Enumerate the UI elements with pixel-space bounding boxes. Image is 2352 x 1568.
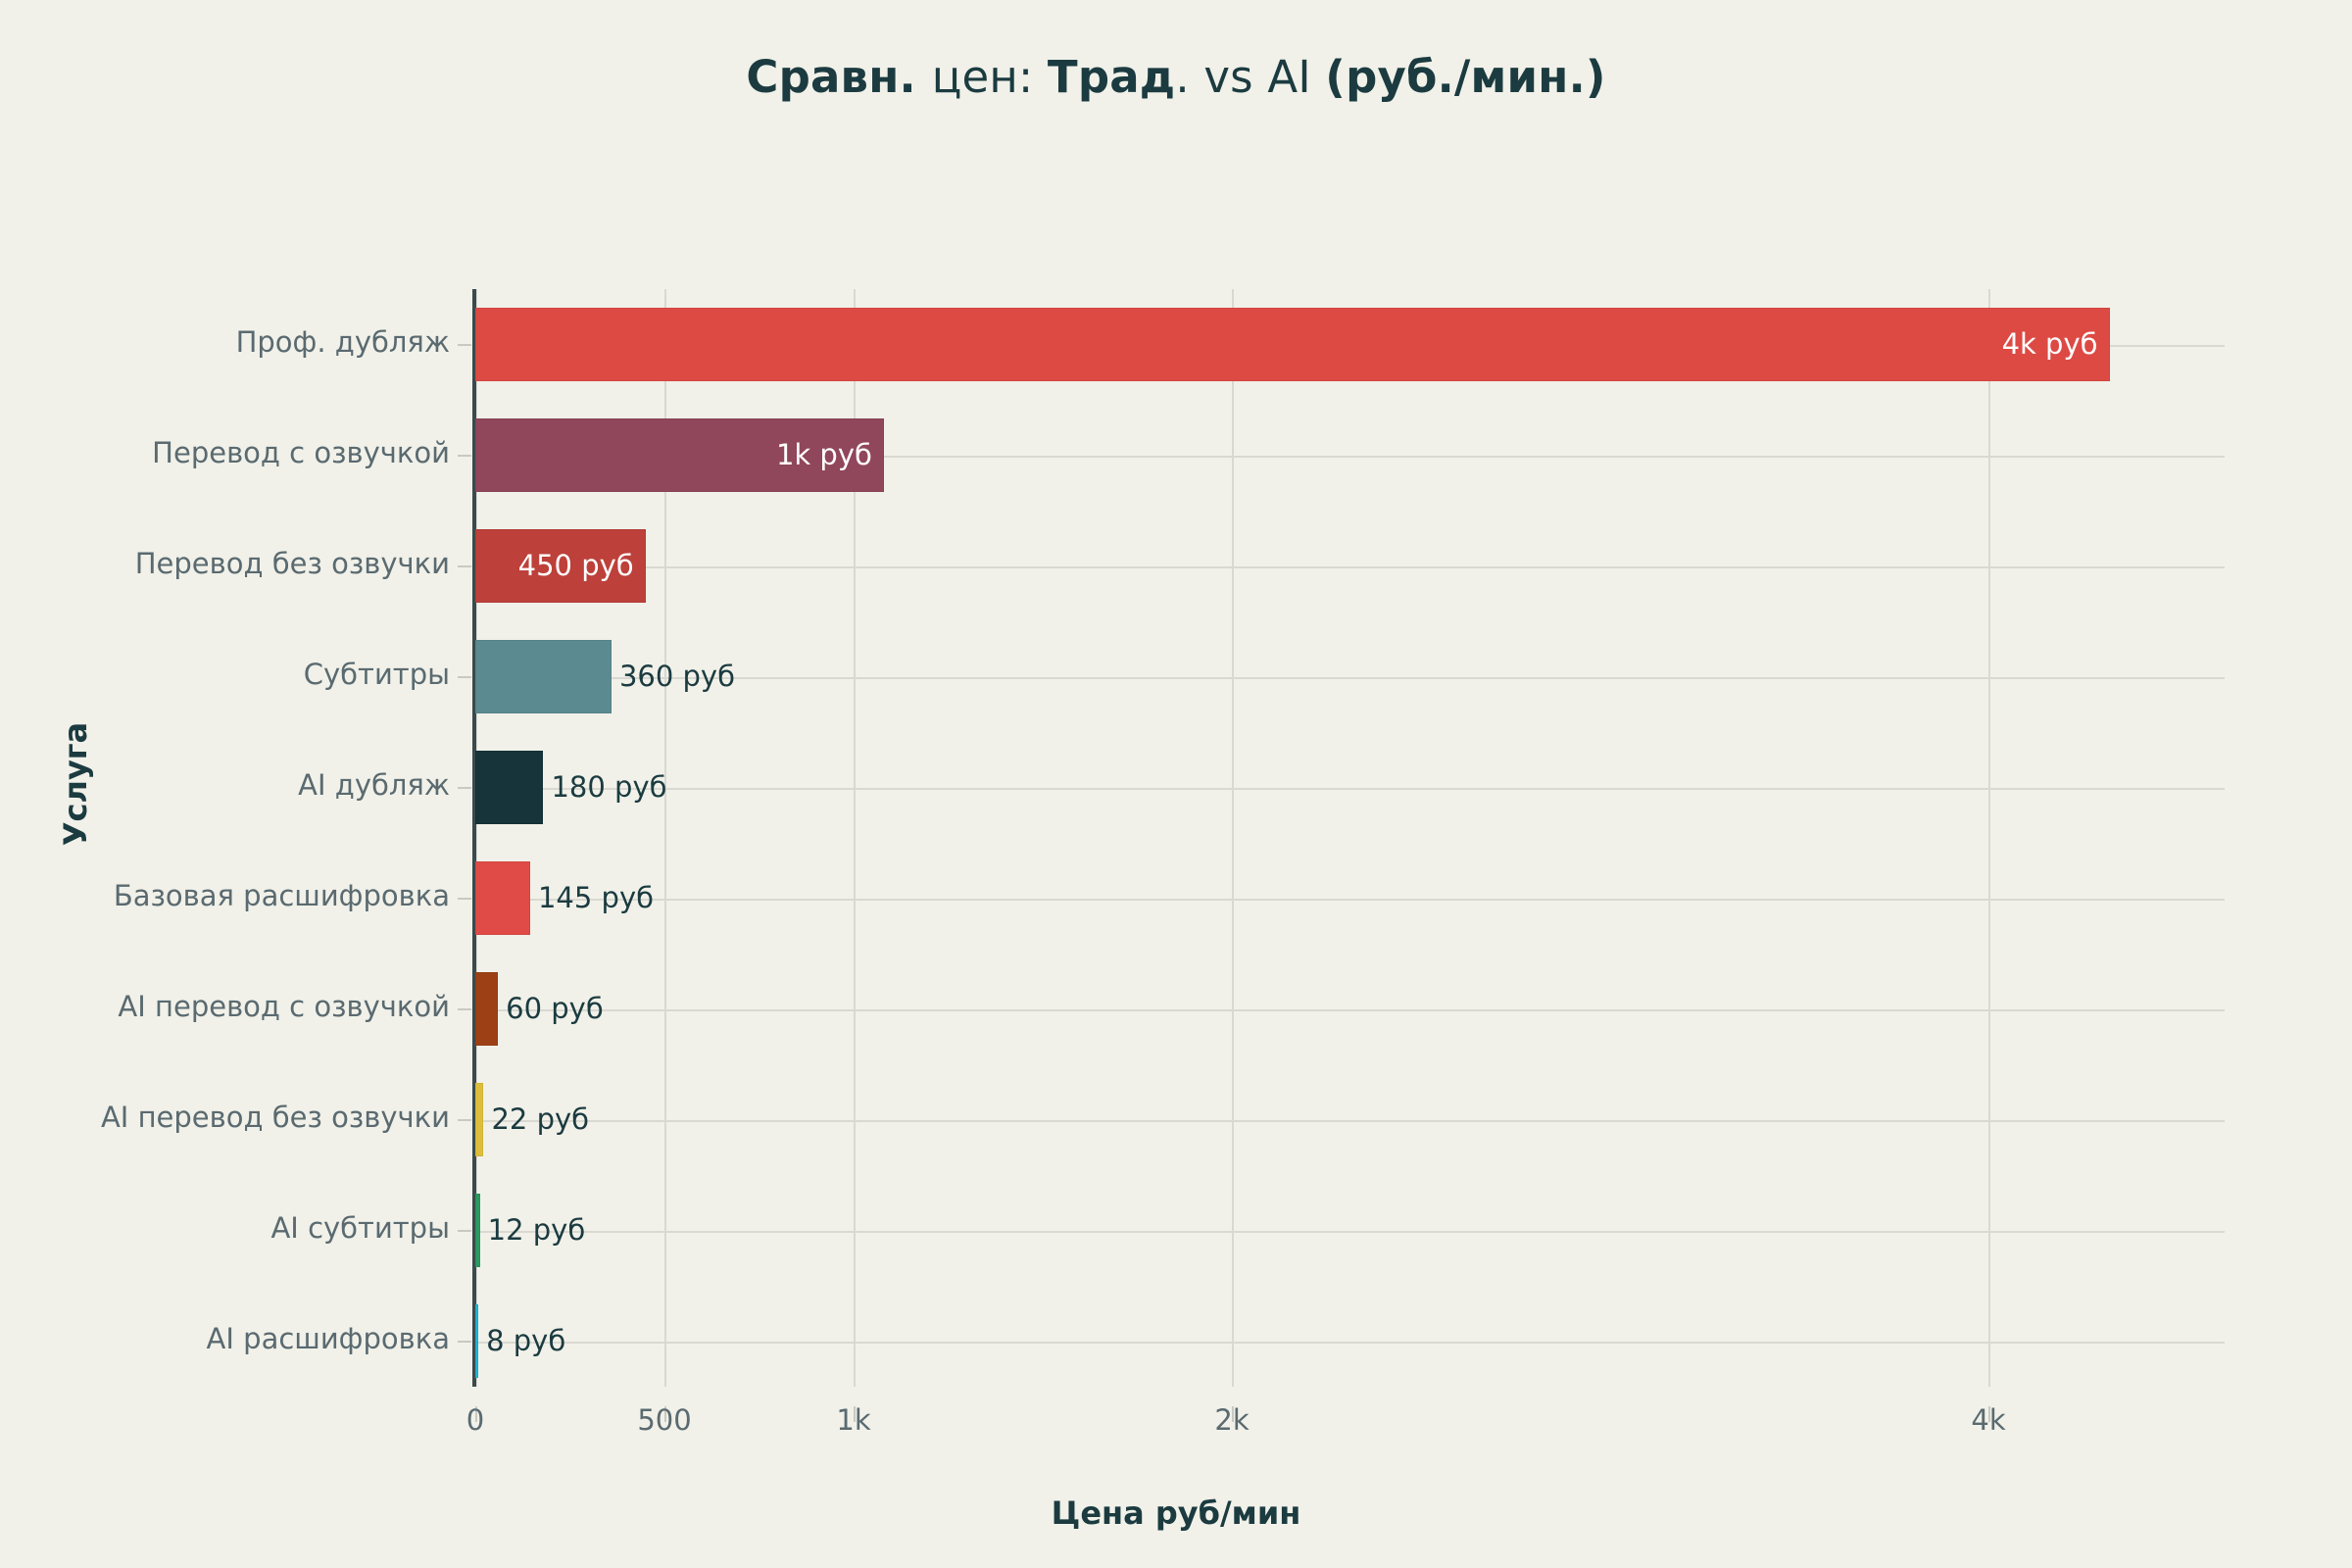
bar-value-label: 180 руб	[551, 770, 667, 804]
y-tick-mark-6	[458, 1007, 471, 1010]
y-tick-label-1: Перевод с озвучкой	[152, 435, 450, 469]
y-tick-label-3: Субтитры	[303, 657, 450, 691]
y-tick-mark-0	[458, 343, 471, 346]
gridline-y-8	[475, 1230, 2225, 1233]
gridline-y-6	[475, 1008, 2225, 1011]
bar[interactable]	[475, 418, 884, 492]
x-tick-label-0: 0	[466, 1403, 485, 1437]
y-tick-mark-8	[458, 1229, 471, 1232]
y-tick-label-2: Перевод без озвучки	[134, 546, 450, 580]
gridline-y-7	[475, 1119, 2225, 1122]
bar-value-label: 4k руб	[2001, 327, 2098, 361]
gridline-y-9	[475, 1341, 2225, 1344]
bar-row[interactable]: 8 руб	[475, 1286, 2225, 1396]
x-tick-mark-4k	[1988, 1406, 1990, 1422]
bar-row[interactable]: 1k руб	[475, 400, 2225, 511]
x-tick-label-4k: 4k	[1971, 1403, 2006, 1437]
x-tick-mark-500	[664, 1406, 666, 1422]
bar-value-label: 145 руб	[537, 881, 654, 914]
y-tick-label-9: AI расшифровка	[206, 1321, 450, 1355]
bar-value-label: 360 руб	[618, 660, 735, 693]
y-axis-spine	[472, 289, 476, 1387]
y-tick-label-0: Проф. дубляж	[235, 324, 450, 359]
bar[interactable]	[475, 751, 544, 824]
bar-row[interactable]: 145 руб	[475, 843, 2225, 954]
chart-title-part-3: Трад	[1047, 51, 1176, 103]
bar-value-label: 1k руб	[775, 438, 872, 471]
bar[interactable]	[475, 861, 530, 935]
bar-row[interactable]: 60 руб	[475, 954, 2225, 1064]
y-axis-title: Услуга	[57, 721, 95, 847]
bar-value-label: 8 руб	[486, 1324, 566, 1357]
bar-row[interactable]: 22 руб	[475, 1064, 2225, 1175]
y-tick-mark-7	[458, 1118, 471, 1121]
chart-title-part-0: Сравн.	[746, 51, 932, 103]
y-tick-mark-3	[458, 675, 471, 678]
y-tick-label-4: AI дубляж	[298, 767, 450, 802]
chart-title-part-4: . vs AI	[1175, 51, 1326, 103]
y-tick-mark-9	[458, 1340, 471, 1343]
x-tick-mark-0	[475, 1406, 477, 1422]
gridline-x-2k	[1232, 289, 1234, 1387]
bar-row[interactable]: 180 руб	[475, 732, 2225, 843]
gridline-x-1k	[854, 289, 856, 1387]
chart-title-part-5: (руб./мин.)	[1325, 51, 1606, 103]
gridline-y-1	[475, 455, 2225, 458]
chart-title-part-2: :	[1018, 51, 1048, 103]
bar-value-label: 22 руб	[491, 1102, 590, 1136]
bar[interactable]	[475, 1083, 484, 1156]
y-tick-label-7: AI перевод без озвучки	[100, 1100, 450, 1134]
gridline-x-500	[664, 289, 666, 1387]
y-tick-mark-4	[458, 786, 471, 789]
bar[interactable]	[475, 972, 499, 1046]
bar-row[interactable]: 450 руб	[475, 511, 2225, 621]
x-tick-label-500: 500	[637, 1403, 692, 1437]
plot-area: 4k руб 1k руб 450 руб 360 руб 180 руб 145 руб…	[472, 289, 2225, 1387]
y-tick-label-8: AI субтитры	[270, 1210, 450, 1245]
x-tick-mark-1k	[854, 1406, 856, 1422]
bar[interactable]	[475, 1304, 479, 1378]
bar[interactable]	[475, 1194, 480, 1267]
gridline-y-5	[475, 898, 2225, 901]
bar[interactable]	[475, 308, 2110, 381]
y-tick-label-6: AI перевод с озвучкой	[118, 989, 450, 1023]
bar-row[interactable]: 12 руб	[475, 1175, 2225, 1286]
bar-value-label: 450 руб	[517, 549, 634, 582]
y-tick-mark-2	[458, 564, 471, 567]
chart-title-part-1: цен	[931, 51, 1019, 103]
bar-value-label: 12 руб	[487, 1213, 586, 1247]
bar[interactable]	[475, 529, 646, 603]
y-tick-mark-5	[458, 897, 471, 900]
x-tick-label-2k: 2k	[1214, 1403, 1250, 1437]
x-tick-label-1k: 1k	[836, 1403, 871, 1437]
gridline-y-4	[475, 787, 2225, 790]
gridline-x-0	[475, 289, 477, 1387]
gridline-y-2	[475, 565, 2225, 568]
bar-value-label: 60 руб	[506, 992, 604, 1025]
x-axis-title: Цена руб/мин	[1051, 1494, 1301, 1532]
bar[interactable]	[475, 640, 612, 713]
bar-row[interactable]: 4k руб	[475, 289, 2225, 400]
chart-title: Сравн. цен: Трад. vs AI (руб./мин.)	[0, 51, 2352, 103]
y-tick-mark-1	[458, 454, 471, 457]
gridline-x-4k	[1988, 289, 1990, 1387]
x-tick-mark-2k	[1232, 1406, 1234, 1422]
y-tick-label-5: Базовая расшифровка	[113, 878, 450, 912]
gridline-y-3	[475, 676, 2225, 679]
bar-row[interactable]: 360 руб	[475, 621, 2225, 732]
